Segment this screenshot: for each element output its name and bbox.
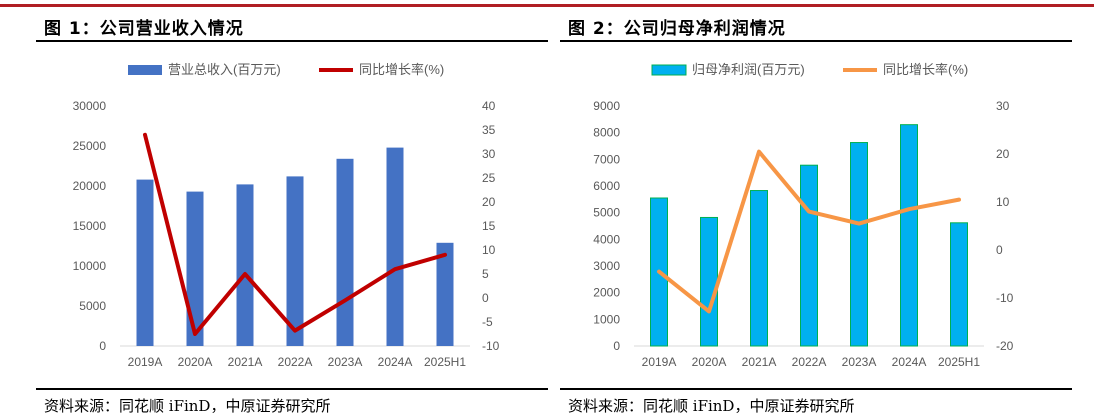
right-axis-tick-label: 35 — [482, 123, 496, 137]
chart-source: 资料来源：同花顺 iFinD，中原证券研究所 — [568, 397, 855, 415]
net-profit-chart: 归母净利润(百万元) 同比增长率(%) 0 1000 2000 3000 4000 5000 6… — [593, 62, 1014, 369]
bar — [386, 147, 404, 346]
bar — [950, 222, 968, 347]
legend-bar-swatch — [128, 65, 162, 75]
left-axis-tick-label: 10000 — [73, 259, 107, 273]
right-axis-tick-label: -20 — [996, 339, 1014, 353]
right-axis-tick-label: 40 — [482, 99, 496, 113]
bar — [900, 124, 918, 347]
x-axis-tick-label: 2021A — [228, 355, 263, 369]
right-axis-tick-label: 10 — [996, 195, 1010, 209]
x-axis-tick-label: 2019A — [128, 355, 163, 369]
bar — [700, 216, 718, 347]
x-axis-tick-label: 2022A — [792, 355, 827, 369]
top-accent-line — [0, 4, 1094, 7]
right-axis-tick-label: 30 — [482, 147, 496, 161]
x-axis-tick-label: 2019A — [642, 355, 677, 369]
x-axis-tick-label: 2025H1 — [938, 355, 980, 369]
x-axis-tick-label: 2023A — [842, 355, 877, 369]
chart-source: 资料来源：同花顺 iFinD，中原证券研究所 — [44, 397, 331, 415]
x-axis-tick-label: 2022A — [278, 355, 313, 369]
x-axis-tick-label: 2024A — [378, 355, 413, 369]
x-axis-tick-label: 2020A — [178, 355, 213, 369]
left-axis-tick-label: 30000 — [73, 99, 107, 113]
left-axis-tick-label: 0 — [613, 339, 620, 353]
x-axis-tick-label: 2024A — [892, 355, 927, 369]
right-axis-tick-label: 5 — [482, 267, 489, 281]
left-axis-tick-label: 15000 — [73, 219, 107, 233]
right-axis-tick-label: 0 — [482, 291, 489, 305]
source-divider — [36, 388, 548, 390]
left-axis-tick-label: 9000 — [593, 99, 620, 113]
chart-title: 图 1：公司营业收入情况 — [44, 19, 244, 39]
bar — [800, 164, 818, 347]
left-axis-tick-label: 5000 — [593, 206, 620, 220]
legend-bar-label: 营业总收入(百万元) — [168, 62, 281, 77]
net-profit-chart-panel: 图 2：公司归母净利润情况 归母净利润(百万元) 同比增长率(%) 0 1000 200… — [560, 8, 1072, 416]
legend-line-label: 同比增长率(%) — [359, 62, 444, 77]
title-underline — [560, 40, 1072, 42]
right-axis-tick-label: 25 — [482, 171, 496, 185]
left-axis-tick-label: 3000 — [593, 259, 620, 273]
x-axis-tick-label: 2020A — [692, 355, 727, 369]
bar — [336, 158, 354, 346]
left-axis-tick-label: 7000 — [593, 152, 620, 166]
left-axis-tick-label: 6000 — [593, 179, 620, 193]
left-axis-tick-label: 0 — [99, 339, 106, 353]
left-axis-tick-label: 25000 — [73, 139, 107, 153]
revenue-chart: 营业总收入(百万元) 同比增长率(%) 0 5000 10000 15000 20000 25… — [73, 62, 500, 369]
x-axis-tick-label: 2021A — [742, 355, 777, 369]
x-axis-tick-label: 2023A — [328, 355, 363, 369]
right-axis-tick-label: 10 — [482, 243, 496, 257]
bar — [136, 179, 154, 346]
bar — [436, 242, 454, 346]
legend-bar-label: 归母净利润(百万元) — [692, 62, 805, 77]
left-axis-tick-label: 2000 — [593, 286, 620, 300]
legend-bar-swatch — [651, 64, 687, 76]
chart-title: 图 2：公司归母净利润情况 — [568, 19, 786, 39]
left-axis-tick-label: 8000 — [593, 126, 620, 140]
bar — [236, 184, 254, 346]
left-axis-tick-label: 20000 — [73, 179, 107, 193]
source-divider — [560, 388, 1072, 390]
right-axis-tick-label: 20 — [996, 147, 1010, 161]
bar — [286, 176, 304, 346]
left-axis-tick-label: 1000 — [593, 312, 620, 326]
right-axis-tick-label: 30 — [996, 99, 1010, 113]
left-axis-tick-label: 4000 — [593, 232, 620, 246]
left-axis-tick-label: 5000 — [79, 299, 106, 313]
title-underline — [36, 40, 548, 42]
right-axis-tick-label: 15 — [482, 219, 496, 233]
bar — [850, 142, 868, 347]
legend-line-label: 同比增长率(%) — [883, 62, 968, 77]
right-axis-tick-label: -10 — [482, 339, 500, 353]
right-axis-tick-label: 20 — [482, 195, 496, 209]
right-axis-tick-label: 0 — [996, 243, 1003, 257]
right-axis-tick-label: -5 — [482, 315, 493, 329]
bar — [750, 190, 768, 347]
right-axis-tick-label: -10 — [996, 291, 1014, 305]
bar — [186, 191, 204, 346]
revenue-chart-panel: 图 1：公司营业收入情况 营业总收入(百万元) 同比增长率(%) 0 5000 1000… — [36, 8, 548, 416]
x-axis-tick-label: 2025H1 — [424, 355, 466, 369]
